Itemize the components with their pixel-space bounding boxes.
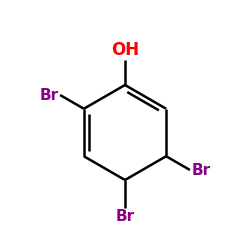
Text: OH: OH xyxy=(111,41,139,59)
Text: Br: Br xyxy=(116,209,134,224)
Text: Br: Br xyxy=(40,88,59,102)
Text: Br: Br xyxy=(191,162,210,178)
